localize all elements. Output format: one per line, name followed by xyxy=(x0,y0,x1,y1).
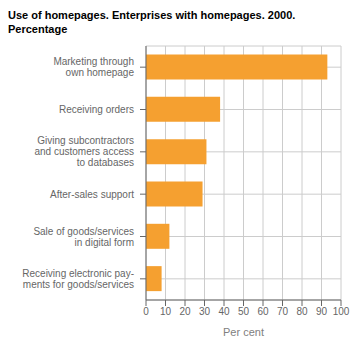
svg-text:After-sales support: After-sales support xyxy=(50,189,134,200)
svg-text:Sale of goods/services: Sale of goods/services xyxy=(33,226,134,237)
svg-text:100: 100 xyxy=(333,306,350,317)
svg-text:80: 80 xyxy=(296,306,308,317)
svg-text:10: 10 xyxy=(160,306,172,317)
svg-text:and customers access: and customers access xyxy=(35,146,135,157)
svg-text:40: 40 xyxy=(218,306,230,317)
svg-text:ments for goods/services: ments for goods/services xyxy=(23,279,134,290)
svg-text:60: 60 xyxy=(257,306,269,317)
svg-text:to databases: to databases xyxy=(77,157,134,168)
svg-text:70: 70 xyxy=(277,306,289,317)
svg-text:50: 50 xyxy=(238,306,250,317)
svg-text:90: 90 xyxy=(316,306,328,317)
svg-text:30: 30 xyxy=(199,306,211,317)
svg-text:Per cent: Per cent xyxy=(223,326,264,338)
svg-text:Giving subcontractors: Giving subcontractors xyxy=(37,135,134,146)
svg-text:Receiving electronic pay-: Receiving electronic pay- xyxy=(22,268,134,279)
html-text:Use of homepages. Enterprises: Use of homepages. Enterprises with homep… xyxy=(8,9,296,21)
svg-text:Receiving orders: Receiving orders xyxy=(59,104,134,115)
svg-text:20: 20 xyxy=(179,306,191,317)
svg-text:own homepage: own homepage xyxy=(66,67,135,78)
svg-text:0: 0 xyxy=(143,306,149,317)
svg-text:Marketing through: Marketing through xyxy=(53,56,134,67)
svg-text:in digital form: in digital form xyxy=(75,237,134,248)
html-text:Percentage: Percentage xyxy=(8,23,68,35)
